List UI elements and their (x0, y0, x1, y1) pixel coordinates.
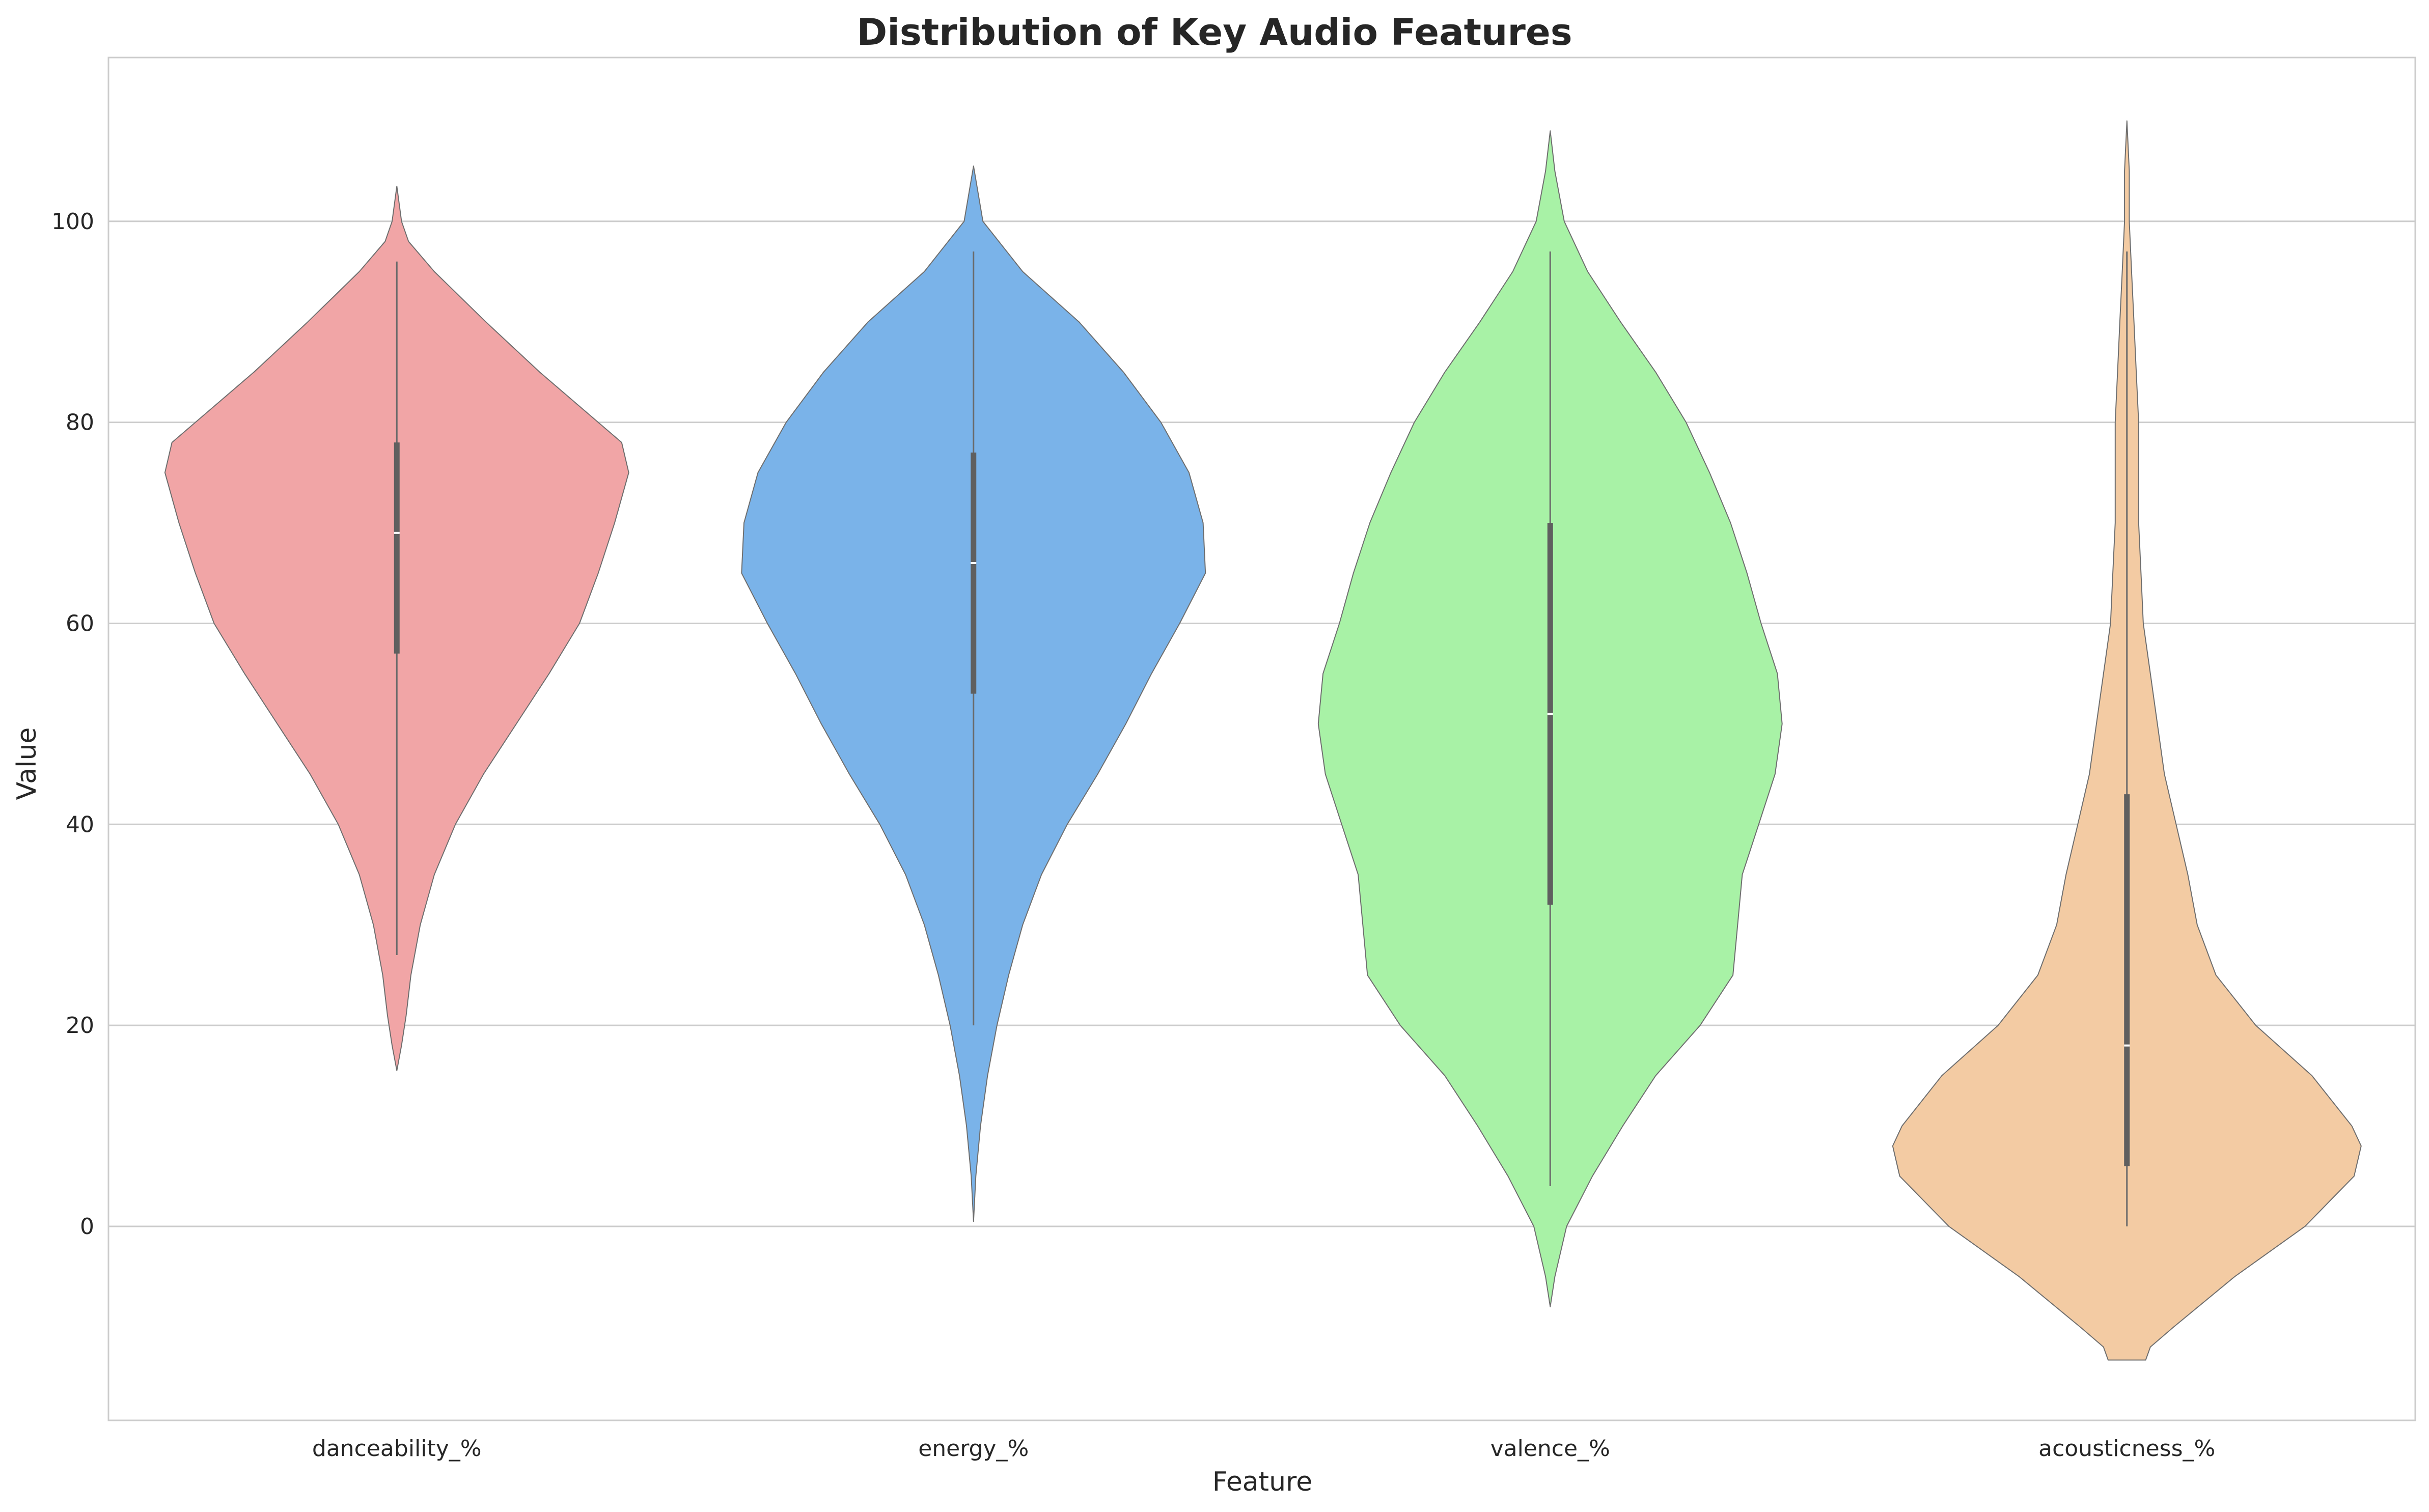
x-tick-label: valence_% (1490, 1436, 1610, 1462)
chart-title: Distribution of Key Audio Features (857, 11, 1572, 53)
violins (164, 120, 2362, 1361)
y-tick-label: 40 (66, 811, 94, 837)
y-tick-label: 0 (80, 1214, 94, 1240)
x-tick-label: acousticness_% (2038, 1436, 2215, 1462)
plot-frame (107, 57, 2416, 1421)
y-tick-label: 20 (66, 1013, 94, 1039)
y-tick-label: 100 (51, 209, 94, 235)
x-tick-label: energy_% (918, 1436, 1029, 1462)
y-tick-labels: 0 20 40 60 80 100 (51, 209, 94, 1240)
x-axis-label: Feature (1212, 1467, 1313, 1497)
x-tick-labels: danceability_% energy_% valence_% acousticn… (312, 1436, 2215, 1462)
y-tick-label: 60 (66, 610, 94, 636)
y-tick-label: 80 (66, 410, 94, 436)
y-axis-label: Value (12, 727, 42, 800)
x-tick-label: danceability_% (312, 1436, 482, 1462)
